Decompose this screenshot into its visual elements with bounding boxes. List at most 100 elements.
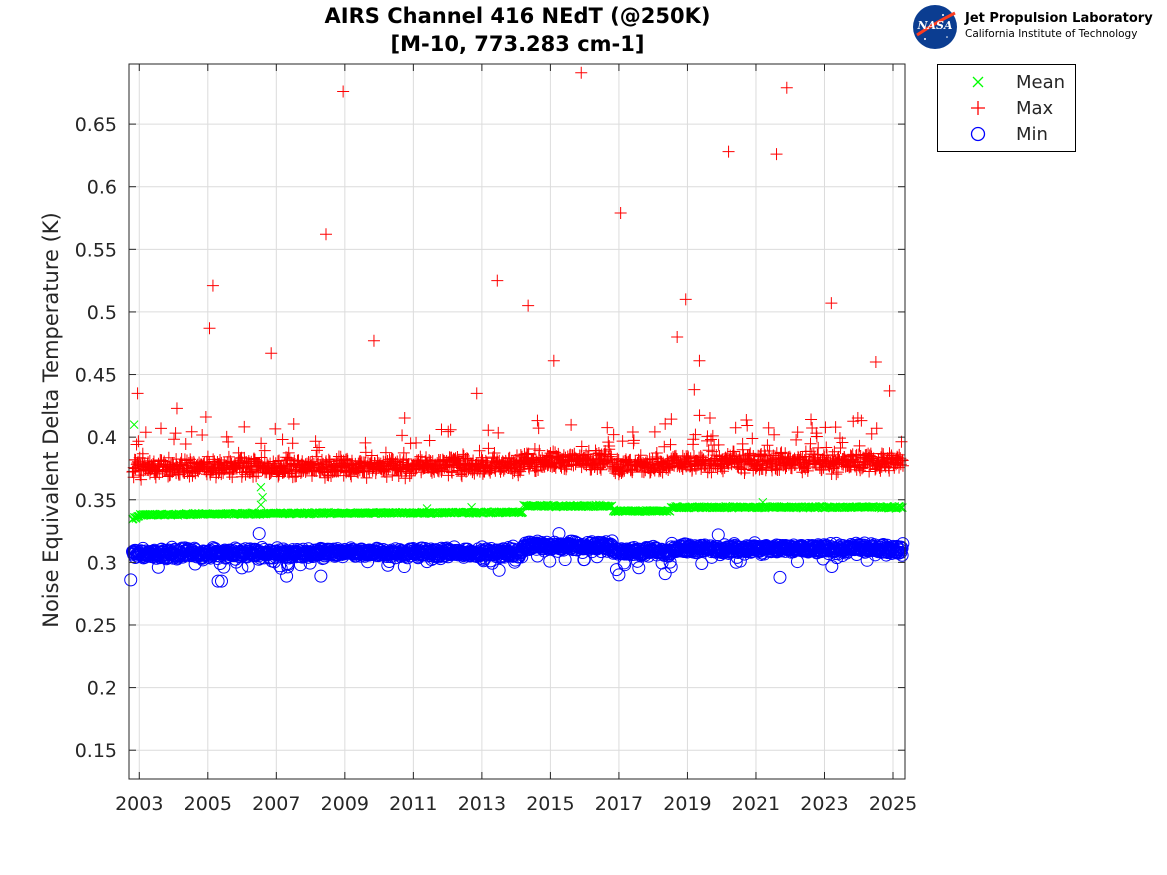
point-max <box>232 446 245 459</box>
point-max <box>790 433 803 446</box>
y-tick-label: 0.5 <box>87 302 117 324</box>
point-max <box>762 421 775 434</box>
y-tick-label: 0.65 <box>75 114 117 136</box>
point-max <box>185 425 198 438</box>
outlier-max <box>367 334 380 347</box>
point-max <box>896 459 909 472</box>
point-max <box>768 428 781 441</box>
outlier-max <box>337 85 350 98</box>
outlier-mean <box>256 482 266 492</box>
point-max <box>433 462 446 475</box>
outlier-max <box>869 356 882 369</box>
outlier-min <box>124 573 138 587</box>
point-max <box>853 439 866 452</box>
point-max <box>400 453 413 466</box>
point-max <box>712 438 725 451</box>
point-max <box>310 444 323 457</box>
outlier-mean <box>129 420 139 429</box>
y-tick-label: 0.2 <box>87 678 117 700</box>
legend-label-min: Min <box>1016 124 1048 145</box>
y-tick-label: 0.4 <box>87 427 117 449</box>
outlier-mean <box>467 502 476 512</box>
outlier-max <box>491 274 504 287</box>
point-max <box>404 437 417 450</box>
point-max <box>864 447 877 460</box>
point-max <box>163 469 176 482</box>
point-max <box>547 445 560 458</box>
point-max <box>805 413 818 426</box>
point-max <box>255 451 268 464</box>
outlier-max <box>614 207 627 220</box>
point-max <box>286 437 299 450</box>
point-max <box>605 450 618 463</box>
point-max <box>380 470 393 483</box>
outlier-min <box>215 574 229 588</box>
point-max <box>627 434 640 447</box>
outlier-mean <box>758 497 768 507</box>
x-tick-label: 2003 <box>115 793 163 815</box>
outlier-min <box>552 527 566 541</box>
point-max <box>620 456 633 469</box>
x-tick-label: 2025 <box>869 793 917 815</box>
point-max <box>132 435 145 448</box>
point-max <box>322 453 335 466</box>
point-max <box>396 429 409 442</box>
point-max <box>168 433 181 446</box>
point-max <box>359 446 372 459</box>
point-max <box>130 438 143 451</box>
point-max <box>834 441 847 454</box>
outlier-min <box>711 528 725 542</box>
point-min <box>217 560 231 574</box>
chart-title-line-1: AIRS Channel 416 NEdT (@250K) <box>324 4 711 28</box>
point-max <box>488 446 501 459</box>
point-max <box>423 434 436 447</box>
point-max <box>863 465 876 478</box>
point-max <box>744 447 757 460</box>
point-max <box>199 410 212 423</box>
x-tick-label: 2017 <box>595 793 643 815</box>
point-max <box>397 446 410 459</box>
point-max <box>139 426 152 439</box>
outlier-max <box>770 148 783 161</box>
x-tick-label: 2015 <box>526 793 574 815</box>
legend-item-mean: Mean <box>938 70 1075 96</box>
point-max <box>169 427 182 440</box>
point-max <box>729 421 742 434</box>
point-max <box>626 425 639 438</box>
point-max <box>843 461 856 474</box>
plot-area <box>129 64 905 779</box>
point-max <box>709 459 722 472</box>
point-max <box>482 442 495 455</box>
outlier-min <box>612 568 626 582</box>
point-max <box>222 435 235 448</box>
outlier-max <box>693 354 706 367</box>
point-max <box>446 466 459 479</box>
point-max <box>697 454 710 467</box>
point-max <box>403 469 416 482</box>
legend: Mean Max Min <box>937 64 1076 152</box>
point-max <box>276 433 289 446</box>
point-max <box>482 424 495 437</box>
point-max <box>258 444 271 457</box>
outlier-max <box>265 347 278 360</box>
point-max <box>615 466 628 479</box>
y-tick-label: 0.15 <box>75 740 117 762</box>
point-max <box>276 466 289 479</box>
x-tick-label: 2011 <box>389 793 437 815</box>
logo-name: Jet Propulsion Laboratory <box>965 11 1153 26</box>
point-max <box>386 469 399 482</box>
point-max <box>767 449 780 462</box>
outlier-max <box>206 279 219 292</box>
point-max <box>603 443 616 456</box>
outlier-max <box>131 387 144 400</box>
point-max <box>732 461 745 474</box>
nasa-logo-text: NASA <box>917 19 953 32</box>
point-max <box>287 418 300 431</box>
x-tick-label: 2007 <box>252 793 300 815</box>
outlier-max <box>170 402 183 415</box>
point-max <box>560 463 573 476</box>
outlier-min <box>658 567 672 581</box>
point-max <box>379 446 392 459</box>
point-max <box>473 444 486 457</box>
point-max <box>820 441 833 454</box>
